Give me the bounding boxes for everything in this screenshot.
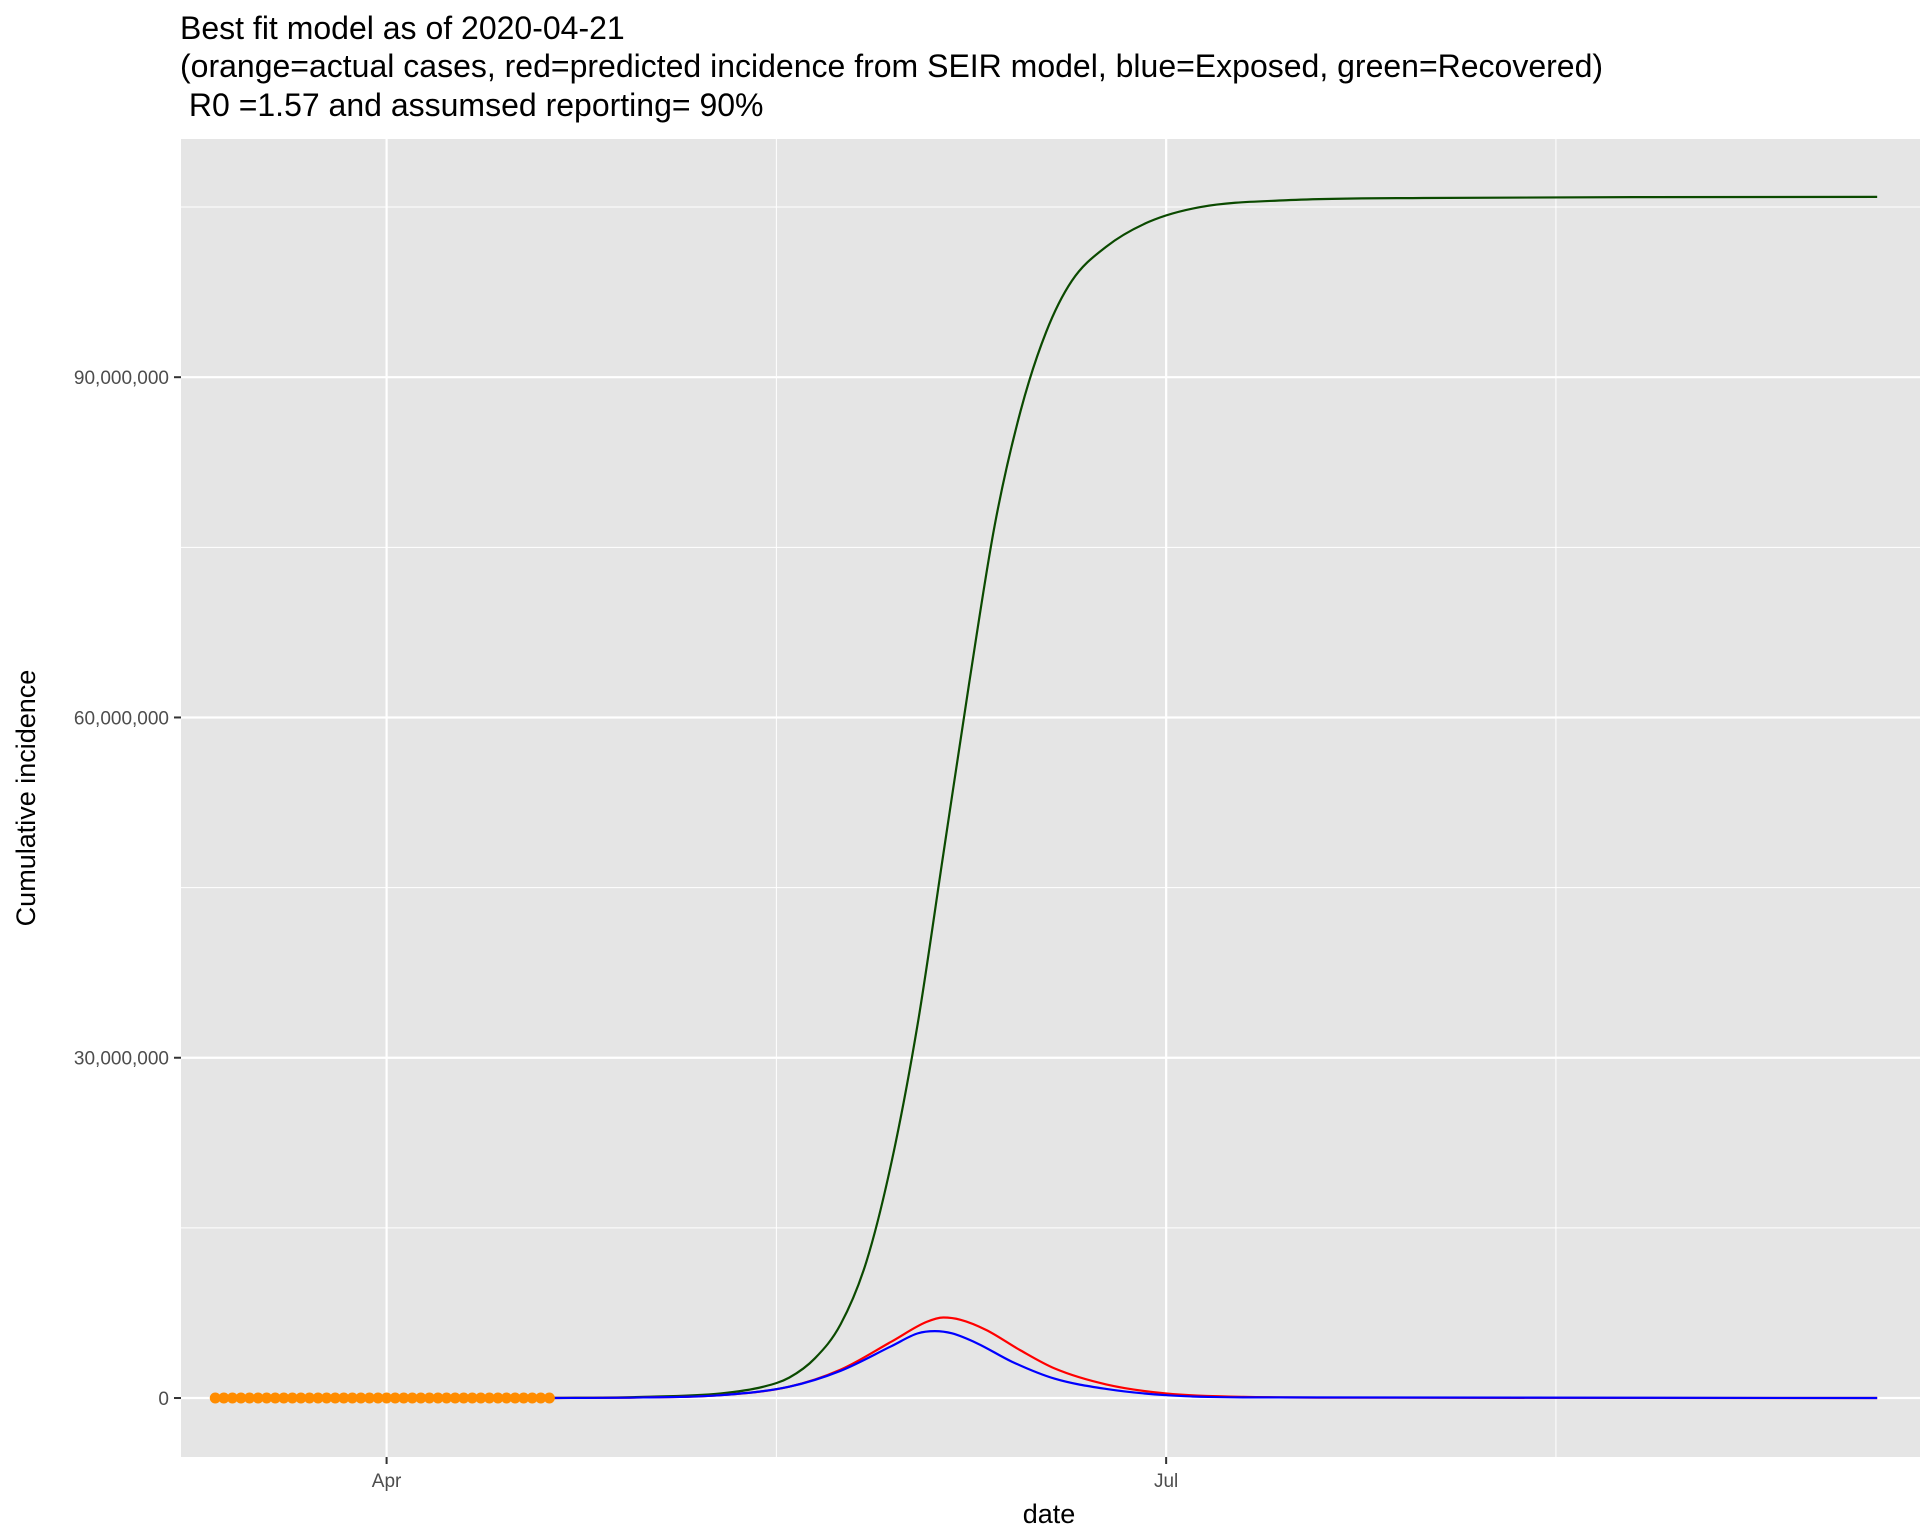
actual-point	[209, 1392, 221, 1404]
actual-point	[381, 1392, 393, 1404]
actual-point	[449, 1392, 461, 1404]
y-axis-title: Cumulative incidence	[11, 670, 41, 927]
actual-point	[218, 1392, 230, 1404]
actual-point	[526, 1392, 538, 1404]
y-tick-label: 30,000,000	[74, 1049, 169, 1070]
actual-point	[321, 1392, 333, 1404]
actual-point	[458, 1392, 470, 1404]
actual-point	[509, 1392, 521, 1404]
x-axis-title: date	[1023, 1499, 1076, 1529]
series-layer	[209, 195, 1878, 1404]
actual-point	[423, 1392, 435, 1404]
actual-point	[244, 1392, 256, 1404]
actual-point	[466, 1392, 478, 1404]
actual-point	[415, 1392, 427, 1404]
x-tick-label: Apr	[372, 1471, 402, 1492]
chart-title-line-1: Best fit model as of 2020-04-21	[180, 10, 625, 46]
actual-point	[303, 1392, 315, 1404]
actual-point	[338, 1392, 350, 1404]
actual-point	[312, 1392, 324, 1404]
actual-point	[475, 1392, 487, 1404]
actual-point	[441, 1392, 453, 1404]
minor-gridlines	[181, 139, 1920, 1457]
actual-point	[432, 1392, 444, 1404]
recovered-line	[540, 195, 1878, 1400]
y-tick-label: 60,000,000	[74, 708, 169, 729]
actual-point	[252, 1392, 264, 1404]
chart-title-line-3: R0 =1.57 and assumsed reporting= 90%	[180, 87, 763, 123]
actual-point	[235, 1392, 247, 1404]
actual-point	[483, 1392, 495, 1404]
actual-point	[269, 1392, 281, 1404]
actual-point	[329, 1392, 341, 1404]
actual-point	[278, 1392, 290, 1404]
actual-point	[518, 1392, 530, 1404]
actual-point	[363, 1392, 375, 1404]
actual-point	[295, 1392, 307, 1404]
actual-point	[286, 1392, 298, 1404]
actual-point	[355, 1392, 367, 1404]
actual-point	[406, 1392, 418, 1404]
actual-point	[226, 1392, 238, 1404]
actual-point	[346, 1392, 358, 1404]
x-axis: Apr Jul	[372, 1457, 1178, 1492]
actual-point	[492, 1392, 504, 1404]
actual-point	[261, 1392, 273, 1404]
chart-title-line-2: (orange=actual cases, red=predicted inci…	[180, 48, 1603, 84]
exposed-line	[540, 1330, 1878, 1400]
actual-point	[372, 1392, 384, 1404]
y-tick-label: 90,000,000	[74, 368, 169, 389]
y-tick-label: 0	[158, 1389, 169, 1410]
actual-point	[543, 1392, 555, 1404]
plot-panel	[181, 139, 1920, 1457]
x-tick-label: Jul	[1154, 1471, 1178, 1492]
actual-point	[501, 1392, 513, 1404]
y-axis: 0 30,000,000 60,000,000 90,000,000	[74, 368, 181, 1410]
actual-point	[398, 1392, 410, 1404]
actual-point	[389, 1392, 401, 1404]
actual-point	[535, 1392, 547, 1404]
